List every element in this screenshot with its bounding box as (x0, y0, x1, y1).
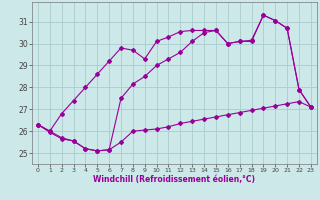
X-axis label: Windchill (Refroidissement éolien,°C): Windchill (Refroidissement éolien,°C) (93, 175, 255, 184)
